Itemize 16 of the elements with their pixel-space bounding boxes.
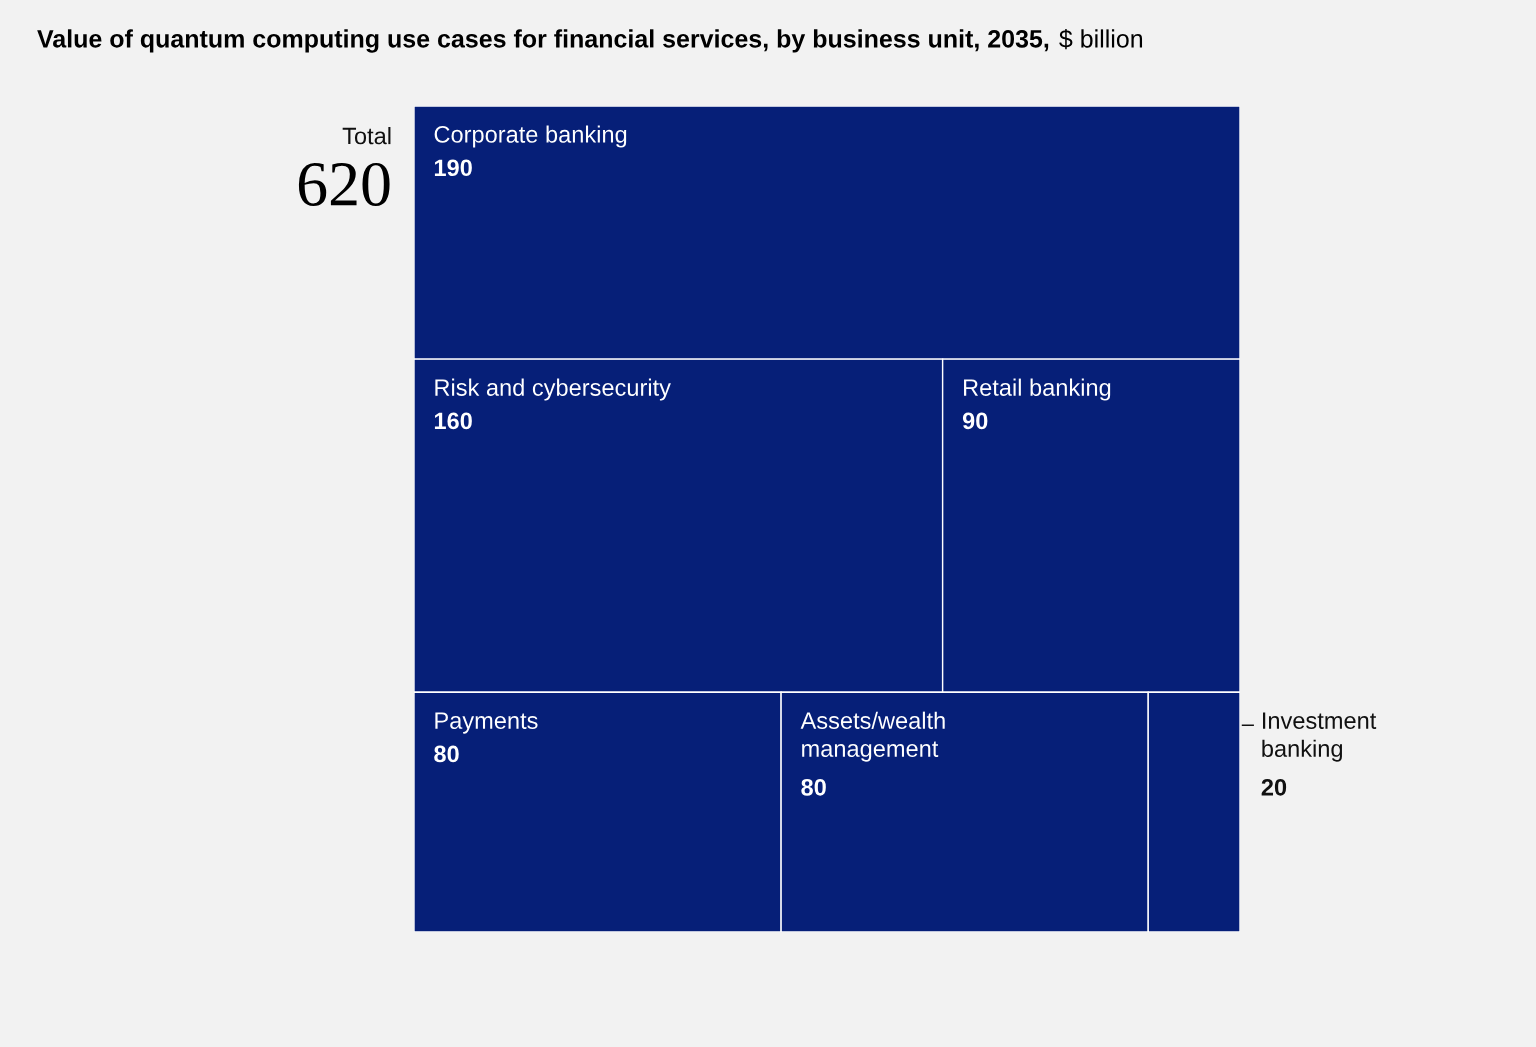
category-label: Corporate banking bbox=[434, 125, 627, 148]
data-label: 80 bbox=[801, 778, 826, 796]
category-label: Assets/wealth management bbox=[800, 711, 945, 762]
category-label: Payments bbox=[435, 712, 538, 734]
data-label: 80 bbox=[434, 745, 459, 763]
category-label: Investment banking bbox=[1262, 712, 1377, 762]
data-label: 90 bbox=[962, 412, 988, 430]
text: Total bbox=[342, 127, 391, 145]
text: 620 bbox=[298, 162, 390, 206]
text: $ billion bbox=[1059, 28, 1143, 50]
text: Value of quantum computing use cases for financial services, by business unit, 2035, bbox=[37, 29, 1049, 53]
data-label: 190 bbox=[434, 159, 472, 177]
data-label: 160 bbox=[434, 412, 472, 430]
data-label: 20 bbox=[1261, 778, 1287, 796]
category-label: Risk and cybersecurity bbox=[435, 378, 671, 401]
category-label: Retail banking bbox=[964, 378, 1111, 401]
